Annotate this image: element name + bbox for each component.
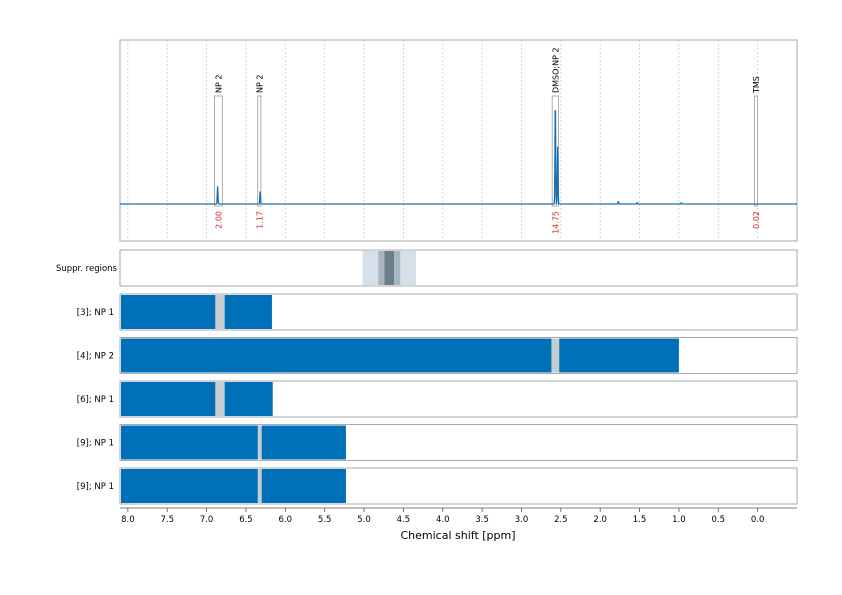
suppression-panel: Suppr. regions <box>56 249 798 287</box>
row-label: [3]; NP 1 <box>77 308 114 318</box>
row-bar <box>121 338 679 373</box>
row-bar <box>121 425 346 460</box>
x-axis-label: Chemical shift [ppm] <box>400 529 515 542</box>
suppression-band <box>384 251 394 285</box>
integral-value: 1.17 <box>255 211 264 229</box>
spectrum-panel: NP 2 2.00 NP 2 1.17 DMSO;NP 2 14.75 TMS 0.02 <box>119 39 798 242</box>
x-tick-label: 3.0 <box>515 515 529 525</box>
spectrum-frame <box>119 39 798 242</box>
integration-bracket <box>551 95 559 207</box>
x-tick-label: 8.0 <box>121 515 135 525</box>
integration-label: TMS <box>752 76 761 94</box>
row-label: [9]; NP 1 <box>77 439 114 449</box>
row-gap <box>257 425 262 460</box>
integral-value: 2.00 <box>214 211 223 229</box>
x-tick-label: 0.5 <box>712 515 726 525</box>
integral-value: 0.02 <box>752 211 761 229</box>
x-tick-label: 2.5 <box>554 515 568 525</box>
x-tick-label: 7.0 <box>200 515 214 525</box>
x-tick-label: 7.5 <box>160 515 174 525</box>
x-tick-label: 0.0 <box>751 515 765 525</box>
x-tick-label: 6.5 <box>239 515 253 525</box>
integration-bracket <box>754 95 759 207</box>
x-tick-label: 1.5 <box>633 515 647 525</box>
integration-label: NP 2 <box>214 75 223 93</box>
row-bar <box>121 295 272 329</box>
row-bar <box>121 382 273 416</box>
row-bar <box>121 469 346 503</box>
integral-value: 14.75 <box>551 211 560 234</box>
x-tick-label: 2.0 <box>593 515 607 525</box>
row-gap <box>215 295 225 329</box>
integration-label: NP 2 <box>255 75 264 93</box>
row-gap <box>215 382 225 416</box>
suppression-frame <box>119 249 798 287</box>
suppression-label: Suppr. regions <box>56 264 118 274</box>
integration-bracket <box>214 95 223 207</box>
row-label: [4]; NP 2 <box>77 352 114 362</box>
integration-label: DMSO;NP 2 <box>551 47 560 93</box>
x-tick-label: 5.0 <box>357 515 371 525</box>
integration-bracket <box>257 95 262 207</box>
row-label: [9]; NP 1 <box>77 482 114 492</box>
row-gap <box>551 338 560 373</box>
x-tick-label: 6.0 <box>279 515 293 525</box>
x-axis: 8.0 7.5 7.0 6.5 6.0 5.5 5.0 4.5 4.0 3.5 3.0 2.5 2.0 1… <box>120 507 797 525</box>
x-tick-label: 4.0 <box>436 515 450 525</box>
x-tick-label: 1.0 <box>672 515 686 525</box>
row-gap <box>257 469 262 503</box>
x-tick-label: 5.5 <box>318 515 332 525</box>
x-tick-label: 3.5 <box>475 515 489 525</box>
x-tick-label: 4.5 <box>397 515 411 525</box>
bar-rows-panel: [3]; NP 1 [4]; NP 2 [6]; NP 1 [9]; NP 1 [9];… <box>77 293 798 505</box>
row-label: [6]; NP 1 <box>77 395 114 405</box>
spectrum-line <box>120 110 797 206</box>
